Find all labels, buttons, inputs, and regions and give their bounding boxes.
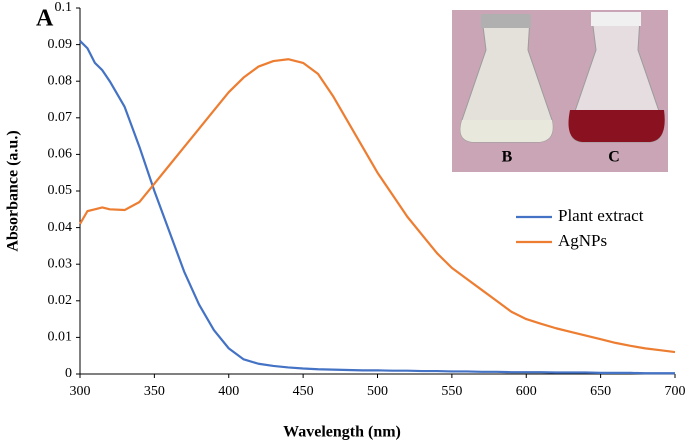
y-tick-label: 0.08 bbox=[48, 73, 73, 88]
y-tick-label: 0.02 bbox=[48, 293, 73, 308]
y-tick-label: 0.09 bbox=[48, 37, 73, 52]
x-tick-label: 400 bbox=[218, 384, 239, 399]
y-tick-label: 0.06 bbox=[48, 147, 73, 162]
legend-label: AgNPs bbox=[558, 231, 607, 250]
y-tick-label: 0.04 bbox=[48, 220, 73, 235]
x-tick-label: 300 bbox=[70, 384, 91, 399]
line-series bbox=[79, 40, 675, 375]
x-tick-label: 450 bbox=[293, 384, 314, 399]
panel-label: A bbox=[36, 6, 54, 32]
y-tick-label: 0.07 bbox=[48, 110, 73, 125]
y-tick-label: 0 bbox=[65, 366, 72, 381]
x-tick-label: 700 bbox=[665, 384, 686, 399]
inset-label: C bbox=[608, 149, 620, 166]
legend-label: Plant extract bbox=[558, 206, 644, 225]
line-series bbox=[79, 58, 676, 354]
y-tick-label: 0.01 bbox=[48, 330, 73, 345]
inset-photo bbox=[452, 10, 668, 172]
x-tick-label: 600 bbox=[516, 384, 537, 399]
inset-label: B bbox=[502, 149, 513, 166]
x-tick-label: 350 bbox=[144, 384, 165, 399]
y-tick-label: 0.03 bbox=[48, 256, 73, 271]
y-tick-label: 0.05 bbox=[48, 183, 73, 198]
y-axis-title: Absorbance (a.u.) bbox=[5, 130, 22, 251]
y-tick-label: 0.1 bbox=[55, 0, 73, 15]
x-axis-title: Wavelength (nm) bbox=[283, 424, 401, 441]
x-tick-label: 550 bbox=[441, 384, 462, 399]
x-tick-label: 650 bbox=[590, 384, 611, 399]
x-tick-label: 500 bbox=[367, 384, 388, 399]
